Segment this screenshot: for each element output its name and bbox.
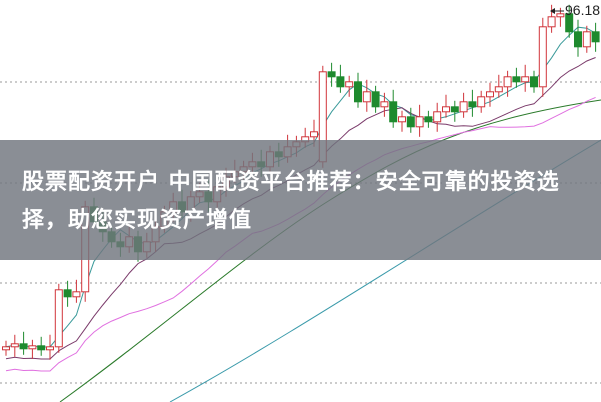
candle-up xyxy=(46,346,54,351)
candle-down xyxy=(37,345,46,351)
candle-up xyxy=(28,345,37,350)
candle-up xyxy=(503,76,512,88)
candle-down xyxy=(565,13,574,33)
candle-up xyxy=(2,346,10,351)
candle-up xyxy=(538,26,547,88)
candle-down xyxy=(450,106,459,113)
candle-down xyxy=(63,289,72,298)
candle-up xyxy=(582,31,591,48)
candle-down xyxy=(574,31,582,48)
candle-up xyxy=(345,81,354,88)
candle-up xyxy=(442,106,450,113)
candle-up xyxy=(547,16,556,28)
candle-up xyxy=(415,116,424,128)
candle-up xyxy=(398,116,406,123)
candle-up xyxy=(494,86,503,93)
candle-up xyxy=(521,76,530,83)
candle-down xyxy=(19,343,28,350)
candle-up xyxy=(54,289,63,348)
title-banner xyxy=(0,140,601,260)
candle-up xyxy=(486,91,494,98)
candle-down xyxy=(424,116,433,123)
candle-down xyxy=(406,116,415,128)
candle-down xyxy=(336,76,345,88)
candle-up xyxy=(459,101,468,113)
candle-down xyxy=(591,31,600,43)
candle-up xyxy=(433,111,442,123)
banner-title: 股票配资开户 中国配资平台推荐：安全可靠的投资选择，助您实现资产增值 xyxy=(22,170,560,233)
candle-up xyxy=(477,96,486,108)
candle-up xyxy=(556,13,565,18)
candle-down xyxy=(530,76,538,88)
candle-down xyxy=(468,101,477,108)
candle-up xyxy=(310,131,318,138)
candle-down xyxy=(389,101,398,123)
candle-down xyxy=(327,71,336,78)
candle-down xyxy=(354,81,362,103)
candle-down xyxy=(371,91,380,108)
max-price-label: 96.18 xyxy=(565,2,601,18)
arrow-icon xyxy=(550,8,555,14)
candle-up xyxy=(380,101,389,108)
candle-up xyxy=(362,91,371,103)
candle-up xyxy=(72,291,81,298)
candle-down xyxy=(512,76,521,83)
candle-up xyxy=(10,343,19,348)
